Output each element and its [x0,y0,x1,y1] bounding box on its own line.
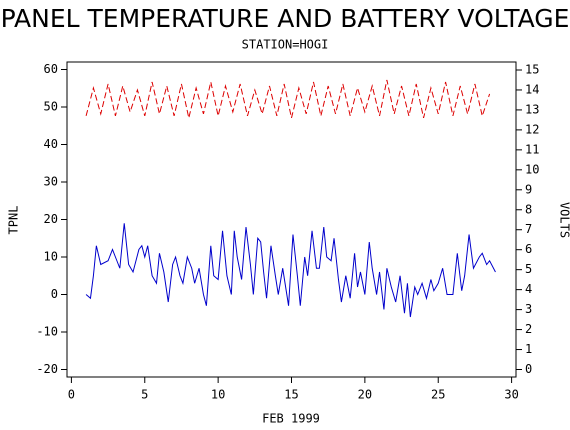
chart-subtitle: STATION=HOGI [242,38,329,52]
y2-tick-label: 5 [525,262,532,276]
y2-tick-label: 14 [525,82,539,96]
y-tick-label: 10 [44,250,58,264]
y-tick-label: 40 [44,137,58,151]
x-tick-label: 0 [68,388,75,402]
x-tick-label: 30 [504,388,518,402]
y-tick-label: 20 [44,212,58,226]
y2-tick-label: 6 [525,242,532,256]
y2-tick-label: 10 [525,162,539,176]
plot-frame [66,61,517,378]
y-tick-label: -20 [36,362,58,376]
y-tick-label: -10 [36,325,58,339]
y2-tick-label: 7 [525,222,532,236]
y-tick-label: 60 [44,62,58,76]
x-axis-label: FEB 1999 [262,412,320,426]
y2-tick-label: 8 [525,202,532,216]
y2-tick-label: 1 [525,342,532,356]
y2-tick-label: 13 [525,102,539,116]
y-tick-label: 30 [44,175,58,189]
y2-tick-label: 3 [525,302,532,316]
data-line [85,223,496,318]
chart-title: PANEL TEMPERATURE AND BATTERY VOLTAGE [1,4,570,33]
y-axis-label: TPNL [7,206,21,235]
data-line [85,79,491,119]
x-tick-label: 15 [284,388,298,402]
y2-tick-label: 0 [525,362,532,376]
x-tick-label: 25 [431,388,445,402]
y-tick-label: 0 [51,287,58,301]
x-tick-label: 20 [358,388,372,402]
x-tick-label: 5 [141,388,148,402]
y2-tick-label: 9 [525,182,532,196]
x-tick-label: 10 [211,388,225,402]
y2-axis-label: VOLTS [558,202,570,238]
y-tick-label: 50 [44,100,58,114]
y2-tick-label: 11 [525,142,539,156]
y2-tick-label: 15 [525,62,539,76]
y2-tick-label: 12 [525,122,539,136]
y2-tick-label: 4 [525,282,532,296]
y2-tick-label: 2 [525,322,532,336]
